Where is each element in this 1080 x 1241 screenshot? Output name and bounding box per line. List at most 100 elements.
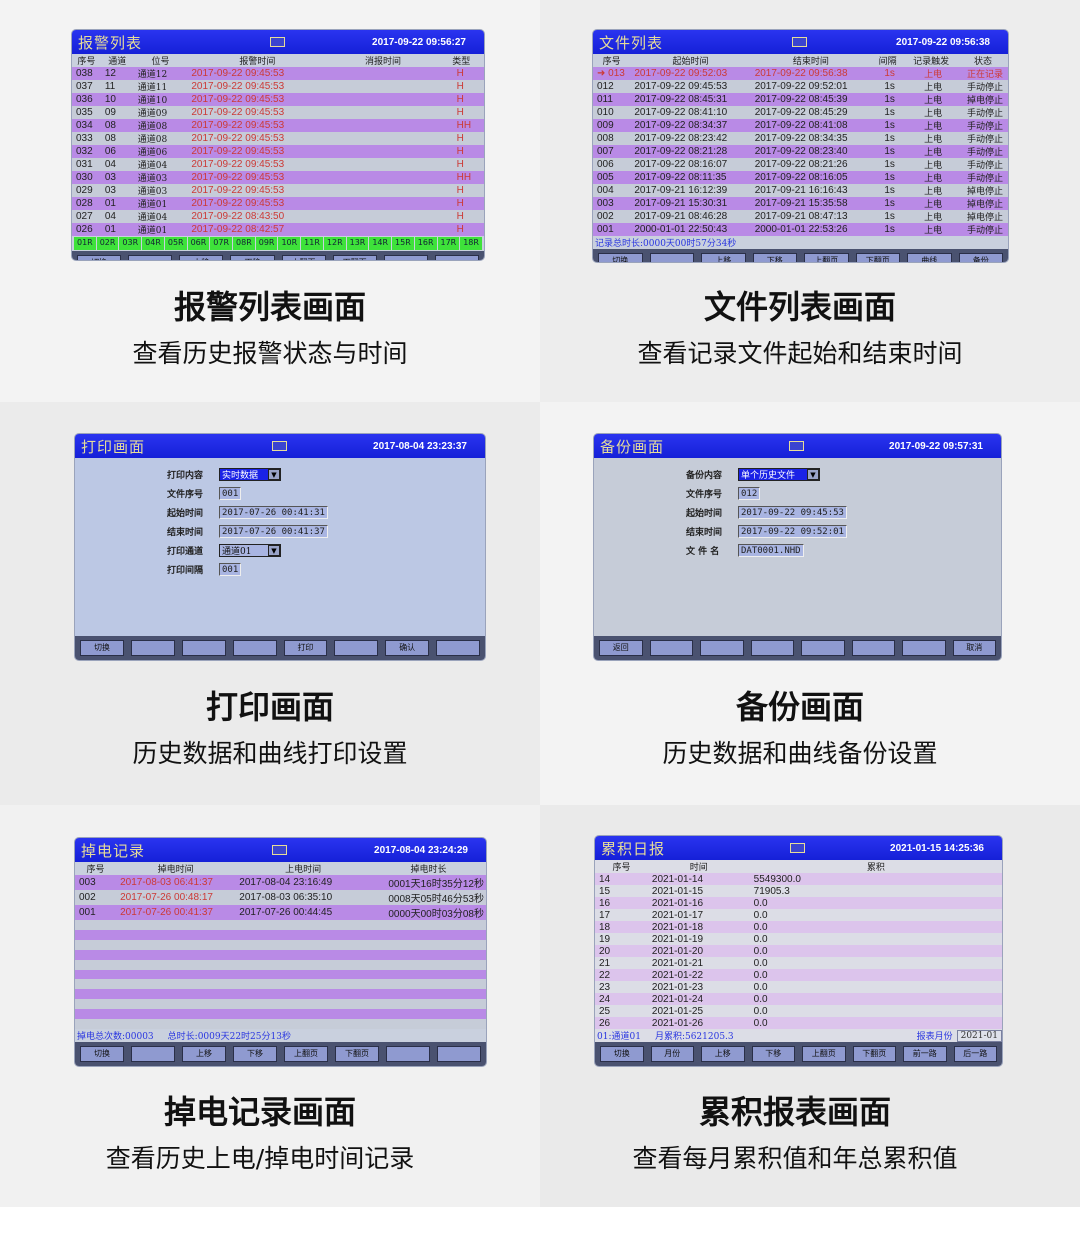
function-button[interactable]: 后一路 bbox=[953, 1046, 997, 1062]
channel-indicator[interactable]: 17R bbox=[437, 237, 460, 250]
table-row[interactable]: 005 2017-09-22 08:11:35 2017-09-22 08:16:0… bbox=[593, 171, 1008, 184]
table-row[interactable]: 002 2017-07-26 00:48:17 2017-08-03 06:35:1… bbox=[75, 890, 486, 905]
table-row[interactable] bbox=[75, 929, 486, 940]
table-row[interactable] bbox=[75, 969, 486, 980]
function-button[interactable]: 前一路 bbox=[903, 1046, 947, 1062]
table-row[interactable]: 035 09 通道09 2017-09-22 09:45:53 H bbox=[72, 106, 484, 119]
function-button[interactable] bbox=[851, 640, 895, 656]
table-row[interactable] bbox=[75, 999, 486, 1010]
function-button[interactable] bbox=[902, 640, 946, 656]
channel-indicator[interactable]: 09R bbox=[255, 237, 278, 250]
table-row[interactable]: 22 2021-01-22 0.0 bbox=[595, 969, 1002, 981]
table-row[interactable]: 18 2021-01-18 0.0 bbox=[595, 921, 1002, 933]
table-row[interactable]: 20 2021-01-20 0.0 bbox=[595, 945, 1002, 957]
function-button[interactable]: 备份 bbox=[958, 253, 1003, 262]
function-button[interactable]: 上移 bbox=[701, 253, 746, 262]
input-field[interactable]: 2017-07-26 00:41:31 bbox=[219, 506, 328, 519]
table-row[interactable]: 21 2021-01-21 0.0 bbox=[595, 957, 1002, 969]
dropdown[interactable]: 通道01 ▼ bbox=[219, 544, 281, 557]
function-button[interactable] bbox=[131, 1046, 175, 1062]
function-button[interactable] bbox=[700, 640, 744, 656]
function-button[interactable]: 下移 bbox=[751, 1046, 795, 1062]
channel-indicator[interactable]: 07R bbox=[210, 237, 233, 250]
function-button[interactable]: 下翻页 bbox=[852, 1046, 896, 1062]
channel-indicator[interactable]: 15R bbox=[392, 237, 414, 250]
function-button[interactable]: 月份 bbox=[650, 1046, 694, 1062]
function-button[interactable] bbox=[130, 640, 175, 656]
function-button[interactable] bbox=[128, 255, 173, 260]
input-field[interactable]: 2017-07-26 00:41:37 bbox=[219, 525, 328, 538]
table-row[interactable]: 031 04 通道04 2017-09-22 09:45:53 H bbox=[72, 158, 484, 171]
table-row[interactable]: 23 2021-01-23 0.0 bbox=[595, 981, 1002, 993]
table-row[interactable]: 026 01 通道01 2017-09-22 08:42:57 H bbox=[72, 223, 484, 236]
table-row[interactable]: 012 2017-09-22 09:45:53 2017-09-22 09:52:0… bbox=[593, 80, 1008, 93]
input-field[interactable]: 012 bbox=[738, 487, 761, 500]
function-button[interactable]: 下翻页 bbox=[332, 255, 377, 260]
table-row[interactable]: 010 2017-09-22 08:41:10 2017-09-22 08:45:2… bbox=[593, 106, 1008, 119]
table-row[interactable]: 030 03 通道03 2017-09-22 09:45:53 HH bbox=[72, 171, 484, 184]
function-button[interactable]: 曲线 bbox=[907, 253, 952, 262]
table-row[interactable]: 007 2017-09-22 08:21:28 2017-09-22 08:23:4… bbox=[593, 145, 1008, 158]
channel-indicator[interactable]: 03R bbox=[119, 237, 142, 250]
table-row[interactable]: 008 2017-09-22 08:23:42 2017-09-22 08:34:3… bbox=[593, 132, 1008, 145]
function-button[interactable] bbox=[649, 253, 694, 262]
table-row[interactable]: 033 08 通道08 2017-09-22 09:45:53 H bbox=[72, 132, 484, 145]
function-button[interactable]: 确认 bbox=[385, 640, 430, 656]
table-row[interactable]: 028 01 通道01 2017-09-22 09:45:53 H bbox=[72, 197, 484, 210]
table-row[interactable]: 011 2017-09-22 08:45:31 2017-09-22 08:45:3… bbox=[593, 93, 1008, 106]
report-month-input[interactable]: 2021-01 bbox=[956, 1029, 1002, 1042]
table-row[interactable]: 006 2017-09-22 08:16:07 2017-09-22 08:21:2… bbox=[593, 158, 1008, 171]
function-button[interactable]: 上翻页 bbox=[281, 255, 326, 260]
table-row[interactable]: 26 2021-01-26 0.0 bbox=[595, 1017, 1002, 1029]
input-field[interactable]: 2017-09-22 09:52:01 bbox=[738, 525, 847, 538]
channel-indicator[interactable]: 11R bbox=[301, 237, 323, 250]
channel-indicator[interactable]: 05R bbox=[164, 237, 187, 250]
table-row[interactable]: 036 10 通道10 2017-09-22 09:45:53 H bbox=[72, 93, 484, 106]
table-row[interactable]: 17 2021-01-17 0.0 bbox=[595, 909, 1002, 921]
keyboard-icon[interactable] bbox=[269, 37, 285, 47]
dropdown[interactable]: 单个历史文件 ▼ bbox=[738, 468, 820, 481]
function-button[interactable]: 下移 bbox=[230, 255, 275, 260]
table-row[interactable] bbox=[75, 920, 486, 930]
function-button[interactable]: 下移 bbox=[752, 253, 797, 262]
function-button[interactable]: 取消 bbox=[952, 640, 996, 656]
input-field[interactable]: 001 bbox=[219, 487, 242, 500]
table-row[interactable]: 009 2017-09-22 08:34:37 2017-09-22 08:41:0… bbox=[593, 119, 1008, 132]
keyboard-icon[interactable] bbox=[792, 37, 808, 47]
table-row[interactable] bbox=[75, 959, 486, 970]
function-button[interactable] bbox=[383, 255, 428, 260]
table-row[interactable]: 027 04 通道04 2017-09-22 08:43:50 H bbox=[72, 210, 484, 223]
table-row[interactable]: 14 2021-01-14 5549300.0 bbox=[595, 873, 1002, 885]
function-button[interactable] bbox=[232, 640, 277, 656]
table-row[interactable]: 16 2021-01-16 0.0 bbox=[595, 897, 1002, 909]
function-button[interactable] bbox=[801, 640, 845, 656]
function-button[interactable] bbox=[434, 255, 479, 260]
input-field[interactable]: DAT0001.NHD bbox=[738, 544, 804, 557]
table-row[interactable]: 038 12 通道12 2017-09-22 09:45:53 H bbox=[72, 67, 484, 80]
table-row[interactable] bbox=[75, 939, 486, 950]
function-button[interactable]: 上翻页 bbox=[284, 1046, 328, 1062]
table-row[interactable]: 034 08 通道08 2017-09-22 09:45:53 HH bbox=[72, 119, 484, 132]
channel-indicator[interactable]: 16R bbox=[414, 237, 437, 250]
function-button[interactable]: 下移 bbox=[233, 1046, 277, 1062]
channel-indicator[interactable]: 04R bbox=[142, 237, 164, 250]
function-button[interactable]: 上移 bbox=[701, 1046, 745, 1062]
input-field[interactable]: 001 bbox=[219, 563, 242, 576]
table-row[interactable]: 001 2000-01-01 22:50:43 2000-01-01 22:53:2… bbox=[593, 223, 1008, 236]
function-button[interactable] bbox=[436, 640, 480, 656]
table-row[interactable] bbox=[75, 979, 486, 990]
function-button[interactable]: 上移 bbox=[182, 1046, 226, 1062]
table-row[interactable]: 24 2021-01-24 0.0 bbox=[595, 993, 1002, 1005]
table-row[interactable]: 004 2017-09-21 16:12:39 2017-09-21 16:16:4… bbox=[593, 184, 1008, 197]
function-button[interactable]: 上移 bbox=[179, 255, 224, 260]
function-button[interactable]: 下翻页 bbox=[335, 1046, 379, 1062]
function-button[interactable]: 切换 bbox=[77, 255, 122, 260]
table-row[interactable]: 029 03 通道03 2017-09-22 09:45:53 H bbox=[72, 184, 484, 197]
channel-indicator[interactable]: 01R bbox=[74, 237, 96, 250]
table-row[interactable]: 032 06 通道06 2017-09-22 09:45:53 H bbox=[72, 145, 484, 158]
function-button[interactable] bbox=[750, 640, 794, 656]
function-button[interactable]: 切换 bbox=[598, 253, 643, 262]
function-button[interactable]: 切换 bbox=[80, 1046, 124, 1062]
table-row[interactable] bbox=[75, 1019, 486, 1029]
table-row[interactable]: 002 2017-09-21 08:46:28 2017-09-21 08:47:1… bbox=[593, 210, 1008, 223]
